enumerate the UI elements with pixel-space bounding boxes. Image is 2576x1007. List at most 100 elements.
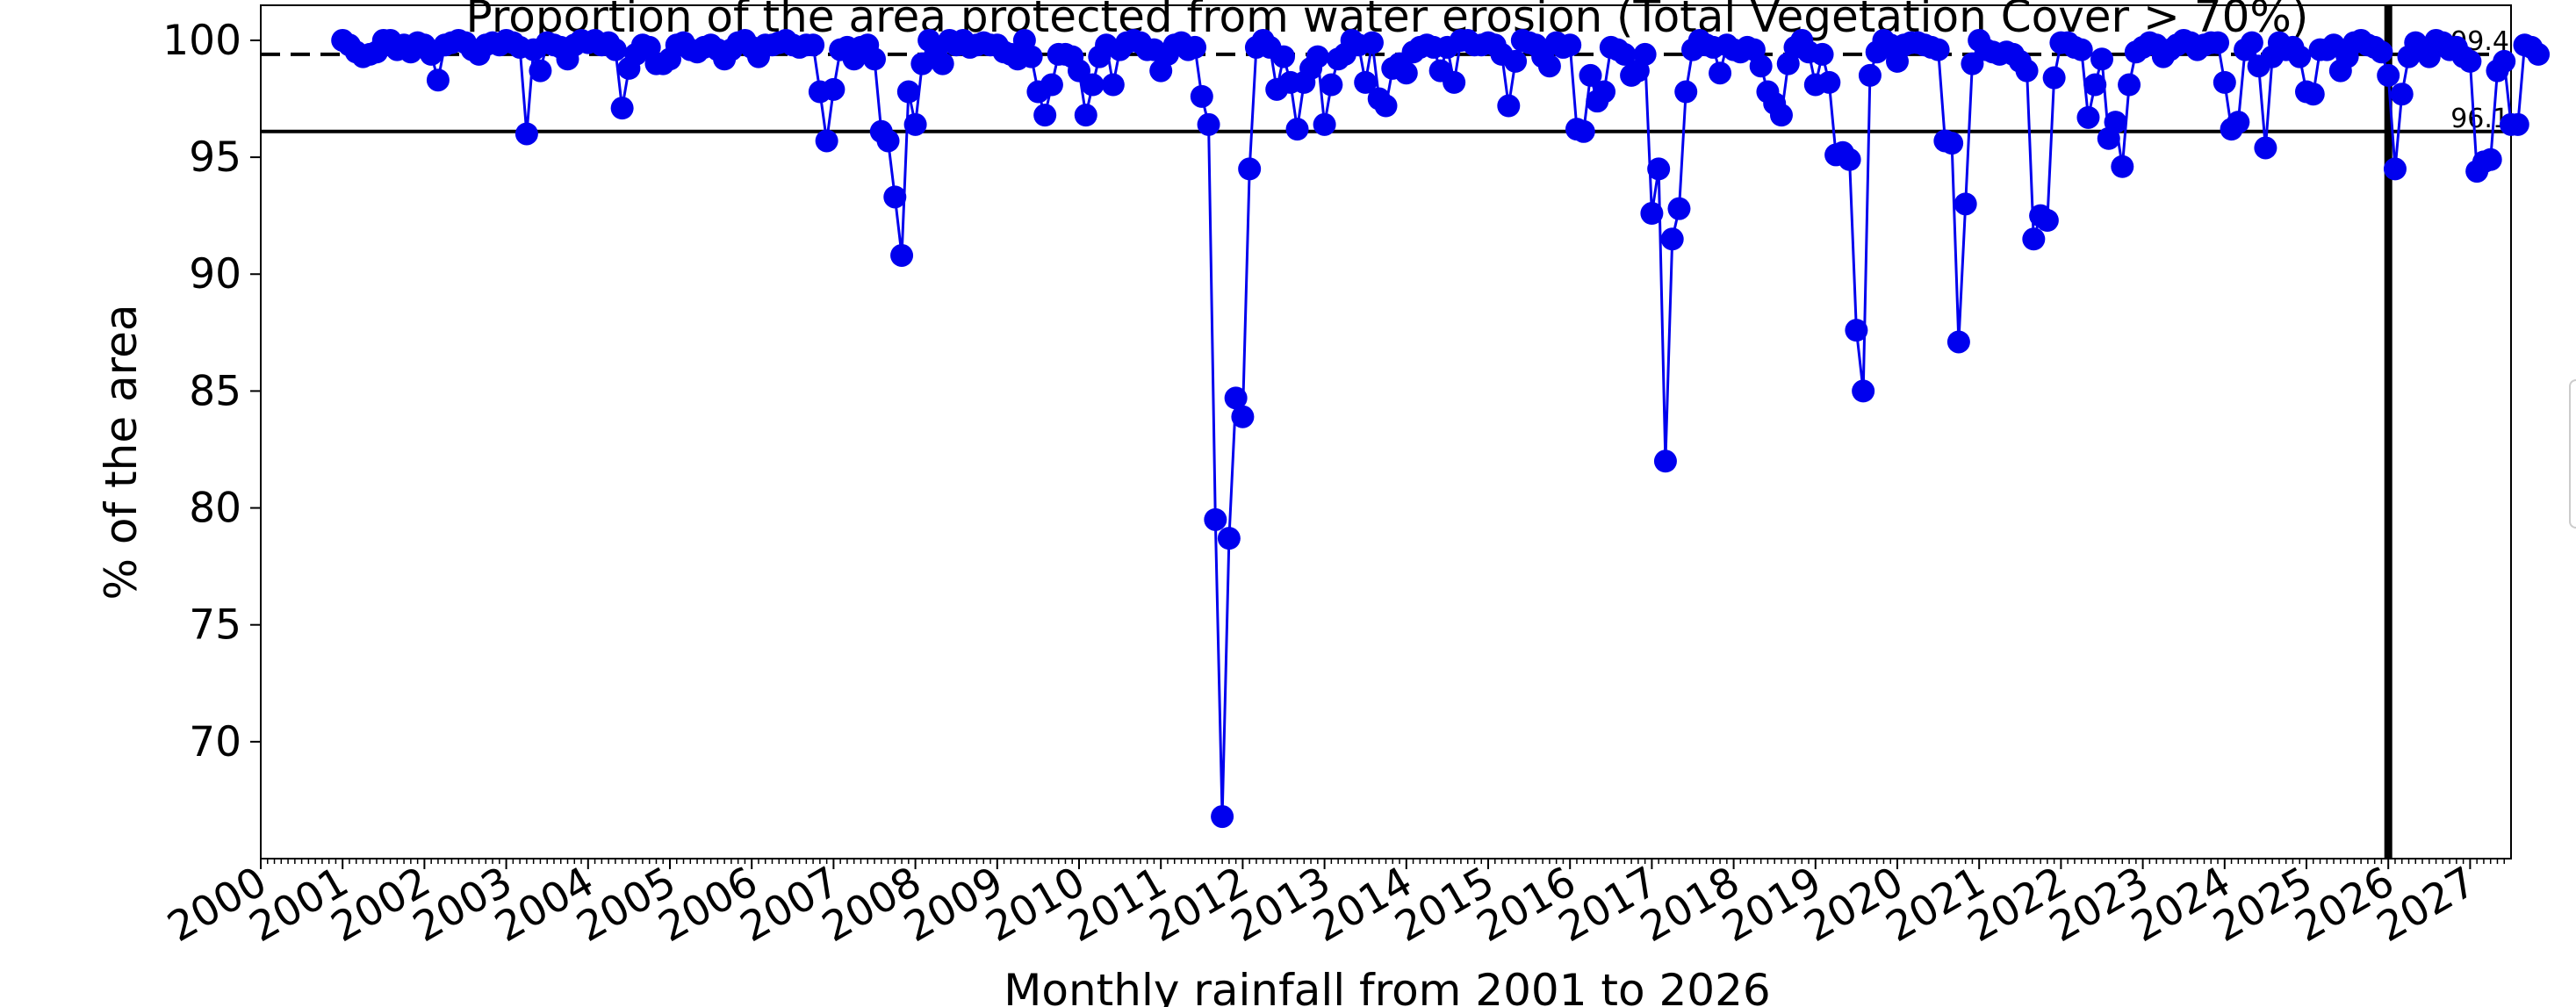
data-point: [2206, 31, 2230, 54]
data-point: [1940, 132, 1964, 155]
data-point: [1961, 52, 1984, 76]
data-point: [903, 112, 927, 136]
data-point: [1019, 45, 1043, 68]
data-point: [2076, 105, 2100, 129]
data-point: [1394, 61, 1418, 85]
data-point: [1081, 73, 1105, 97]
data-point: [876, 129, 900, 153]
data-point: [1074, 104, 1097, 127]
data-point: [1852, 379, 1875, 403]
data-point: [2015, 59, 2039, 83]
data-point: [1709, 61, 1732, 85]
data-point: [2479, 147, 2502, 171]
data-point: [529, 59, 552, 83]
data-point: [1558, 33, 1582, 57]
data-point: [1443, 70, 1466, 94]
data-point: [1033, 104, 1057, 127]
data-point: [1579, 63, 1602, 87]
data-point: [1040, 73, 1063, 97]
legend-box: [2569, 379, 2576, 529]
data-point: [1374, 94, 1398, 118]
data-point: [1313, 112, 1336, 136]
data-point: [1238, 157, 1262, 181]
data-point: [1190, 84, 1213, 108]
y-tick-label: 70: [189, 718, 241, 766]
y-tick-label: 75: [189, 601, 241, 650]
data-point: [2370, 40, 2393, 64]
y-axis-label: % of the area: [96, 305, 147, 601]
data-point: [2390, 83, 2414, 106]
data-point: [1231, 405, 1255, 428]
data-point: [1593, 80, 1616, 104]
data-point: [2022, 227, 2046, 251]
data-point: [1647, 157, 1671, 181]
data-point: [2377, 63, 2400, 87]
data-point: [1537, 54, 1561, 78]
x-axis-label: Monthly rainfall from 2001 to 2026: [1004, 965, 1771, 1007]
data-point: [2111, 155, 2134, 178]
data-point: [2042, 66, 2066, 90]
y-tick-label: 80: [189, 485, 241, 533]
data-point: [2118, 73, 2141, 97]
data-point: [2288, 45, 2312, 68]
y-tick-label: 100: [162, 17, 241, 65]
data-point: [2227, 111, 2250, 134]
y-tick-label: 85: [189, 367, 241, 415]
data-point: [1810, 42, 1834, 66]
plot-area: 2000200120022003200420052006200720082009…: [160, 4, 2551, 952]
data-point: [603, 38, 627, 61]
data-point: [1769, 104, 1793, 127]
data-point: [815, 129, 838, 153]
data-point: [2383, 157, 2407, 181]
data-point: [1211, 805, 1234, 829]
data-point: [1667, 197, 1691, 220]
series-line: [342, 36, 2540, 817]
data-point: [1360, 31, 1384, 54]
data-point: [802, 33, 825, 57]
y-tick-label: 90: [189, 250, 241, 299]
data-point: [2493, 49, 2516, 73]
data-point: [1838, 147, 1861, 171]
data-point: [896, 80, 920, 104]
data-point: [863, 47, 886, 71]
data-point: [890, 243, 914, 267]
data-point: [1572, 119, 1595, 143]
y-tick-label: 95: [189, 133, 241, 182]
data-point: [822, 77, 845, 101]
data-point: [426, 68, 450, 92]
data-point: [1926, 38, 1950, 61]
data-point: [1660, 227, 1684, 251]
data-point: [2301, 83, 2325, 106]
data-point: [1354, 70, 1378, 94]
data-point: [2035, 208, 2059, 232]
data-point: [1272, 45, 1295, 68]
data-point: [1653, 450, 1677, 473]
data-point: [2090, 47, 2113, 71]
data-point: [1224, 386, 1248, 410]
data-point: [2506, 112, 2529, 136]
data-point: [2213, 70, 2236, 94]
data-point: [2254, 136, 2277, 160]
data-point: [2083, 73, 2107, 97]
data-point: [931, 52, 954, 76]
data-point: [1674, 80, 1698, 104]
data-point: [1320, 73, 1343, 97]
data-point: [2069, 38, 2093, 61]
data-point: [1817, 70, 1841, 94]
data-point: [1306, 45, 1329, 68]
data-point: [1285, 118, 1309, 141]
data-point: [1101, 73, 1125, 97]
data-point: [2458, 49, 2482, 73]
data-point: [1845, 319, 1868, 342]
data-point: [1068, 59, 1090, 83]
data-point: [1497, 94, 1521, 118]
data-point: [1946, 330, 1970, 354]
data-point: [610, 97, 634, 120]
data-point: [1197, 112, 1220, 136]
data-point: [2104, 111, 2127, 134]
data-point: [1633, 42, 1657, 66]
data-point: [1504, 49, 1528, 73]
data-point: [1204, 507, 1227, 531]
reference-line-label: 96.1: [2450, 104, 2509, 134]
